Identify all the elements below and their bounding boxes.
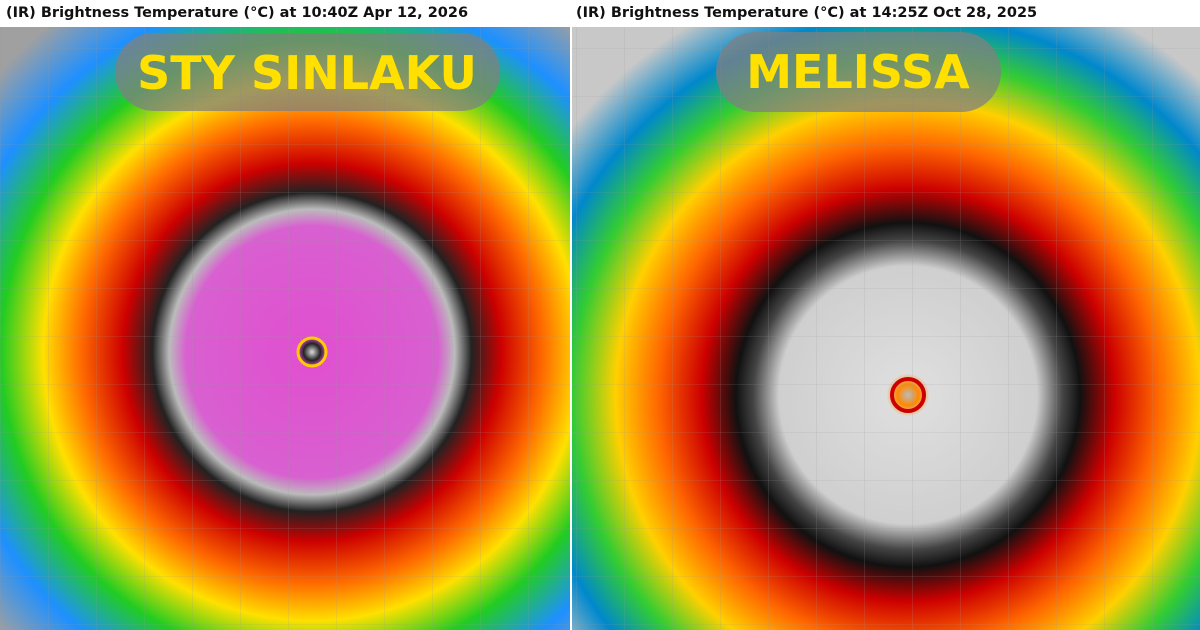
storm-label: STY SINLAKU xyxy=(137,46,477,100)
eye xyxy=(296,336,328,368)
map-grid xyxy=(0,27,570,630)
right-panel: (IR) Brightness Temperature (°C) at 14:2… xyxy=(572,5,1200,630)
storm-label: MELISSA xyxy=(746,45,970,99)
panel-header: (IR) Brightness Temperature (°C) at 14:2… xyxy=(576,5,1037,21)
eye xyxy=(890,377,926,413)
panel-header: (IR) Brightness Temperature (°C) at 10:4… xyxy=(6,5,468,21)
label-pill xyxy=(716,32,1001,112)
map-grid xyxy=(572,27,1200,630)
label-pill xyxy=(115,33,500,111)
left-panel: (IR) Brightness Temperature (°C) at 10:4… xyxy=(0,5,570,630)
